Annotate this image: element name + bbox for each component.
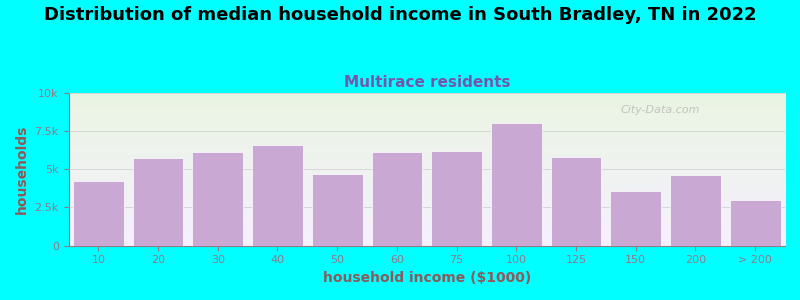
Text: City-Data.com: City-Data.com <box>620 105 700 115</box>
Bar <box>371 152 422 246</box>
Bar <box>133 158 183 246</box>
Bar <box>252 145 303 246</box>
Y-axis label: households: households <box>15 124 29 214</box>
Text: Distribution of median household income in South Bradley, TN in 2022: Distribution of median household income … <box>44 6 756 24</box>
Bar <box>730 200 781 246</box>
Bar <box>193 152 243 246</box>
Title: Multirace residents: Multirace residents <box>343 75 510 90</box>
Bar <box>491 123 542 246</box>
Bar <box>431 151 482 246</box>
Bar <box>312 174 362 246</box>
Bar <box>670 175 721 246</box>
Bar <box>610 190 661 246</box>
X-axis label: household income ($1000): household income ($1000) <box>322 271 531 285</box>
Bar <box>73 182 124 246</box>
Bar <box>550 157 602 246</box>
